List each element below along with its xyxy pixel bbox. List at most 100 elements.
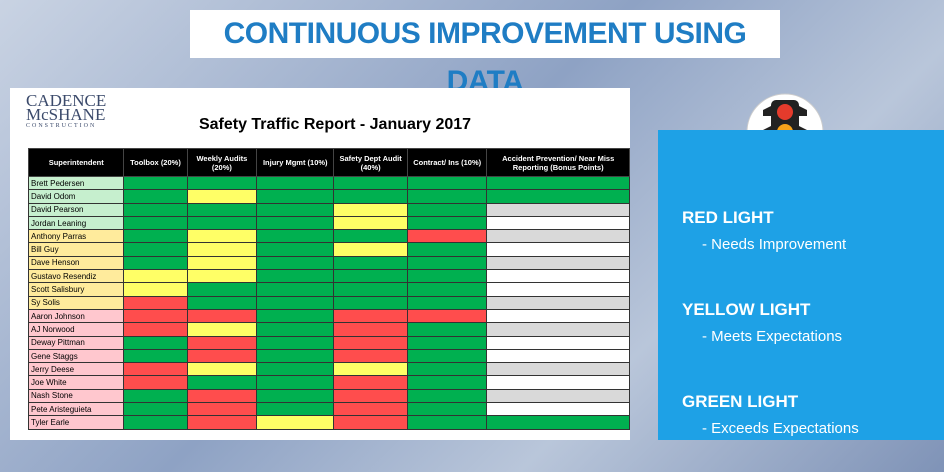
status-cell bbox=[486, 215, 630, 231]
report-card: CADENCE McSHANE CONSTRUCTION Safety Traf… bbox=[10, 88, 630, 440]
superintendent-name: Scott Salisbury bbox=[27, 282, 125, 297]
status-cell bbox=[256, 295, 335, 310]
table-row: Sy Solis bbox=[27, 295, 630, 310]
status-cell bbox=[406, 229, 488, 244]
superintendent-name: Jordan Leaning bbox=[27, 215, 125, 231]
status-cell bbox=[333, 388, 408, 404]
status-cell bbox=[123, 402, 188, 417]
status-cell bbox=[256, 255, 335, 271]
table-row: David Odom bbox=[27, 189, 630, 204]
status-cell bbox=[406, 388, 488, 404]
status-cell bbox=[406, 202, 488, 217]
status-cell bbox=[256, 242, 335, 257]
table-row: Scott Salisbury bbox=[27, 282, 630, 297]
superintendent-name: AJ Norwood bbox=[27, 322, 125, 337]
superintendent-name: Nash Stone bbox=[27, 388, 125, 404]
status-cell bbox=[486, 375, 630, 390]
table-row: Dave Henson bbox=[27, 255, 630, 271]
superintendent-name: Sy Solis bbox=[27, 295, 125, 310]
status-cell bbox=[123, 362, 188, 377]
status-cell bbox=[123, 295, 188, 310]
logo-text: McSHANE bbox=[26, 105, 106, 124]
status-cell bbox=[186, 215, 258, 231]
table-row: Gene Staggs bbox=[27, 348, 630, 364]
status-cell bbox=[123, 242, 188, 257]
status-cell bbox=[186, 348, 258, 364]
status-cell bbox=[486, 189, 630, 204]
status-cell bbox=[123, 322, 188, 337]
status-cell bbox=[256, 388, 335, 404]
status-cell bbox=[186, 295, 258, 310]
status-cell bbox=[123, 308, 188, 324]
table-row: Deway Pittman bbox=[27, 335, 630, 350]
status-cell bbox=[123, 175, 188, 191]
status-cell bbox=[186, 375, 258, 390]
status-cell bbox=[333, 362, 408, 377]
superintendent-name: Aaron Johnson bbox=[27, 308, 125, 324]
column-header: Weekly Audits (20%) bbox=[186, 148, 258, 177]
table-row: Jordan Leaning bbox=[27, 215, 630, 231]
table-row: Gustavo Resendiz bbox=[27, 269, 630, 284]
status-cell bbox=[333, 269, 408, 284]
superintendent-name: Dave Henson bbox=[27, 255, 125, 271]
status-cell bbox=[123, 215, 188, 231]
status-cell bbox=[406, 242, 488, 257]
status-cell bbox=[486, 308, 630, 324]
column-header: Accident Prevention/ Near Miss Reporting… bbox=[486, 148, 630, 177]
status-cell bbox=[406, 308, 488, 324]
status-cell bbox=[123, 282, 188, 297]
status-cell bbox=[486, 415, 630, 430]
status-cell bbox=[186, 335, 258, 350]
legend-text: - Needs Improvement bbox=[702, 236, 847, 253]
status-cell bbox=[123, 229, 188, 244]
title: CONTINUOUS IMPROVEMENT USING DATA bbox=[190, 10, 780, 98]
superintendent-name: Joe White bbox=[27, 375, 125, 390]
superintendent-name: Jerry Deese bbox=[27, 362, 125, 377]
report-title: Safety Traffic Report - January 2017 bbox=[198, 116, 472, 133]
status-cell bbox=[256, 375, 335, 390]
status-cell bbox=[486, 388, 630, 404]
status-cell bbox=[123, 189, 188, 204]
status-cell bbox=[486, 295, 630, 310]
logo-text: CONSTRUCTION bbox=[26, 123, 97, 129]
legend-title: GREEN LIGHT bbox=[682, 392, 799, 411]
status-cell bbox=[333, 402, 408, 417]
status-cell bbox=[123, 202, 188, 217]
status-cell bbox=[333, 202, 408, 217]
status-cell bbox=[256, 308, 335, 324]
status-cell bbox=[486, 282, 630, 297]
status-cell bbox=[333, 322, 408, 337]
status-cell bbox=[333, 215, 408, 231]
status-cell bbox=[186, 362, 258, 377]
status-cell bbox=[123, 388, 188, 404]
report-table: Superintendent Toolbox (20%) Weekly Audits… bbox=[27, 148, 630, 430]
status-cell bbox=[256, 189, 335, 204]
table-row: Pete Aristeguieta bbox=[27, 402, 630, 417]
status-cell bbox=[333, 189, 408, 204]
status-cell bbox=[333, 348, 408, 364]
status-cell bbox=[333, 229, 408, 244]
status-cell bbox=[256, 402, 335, 417]
status-cell bbox=[333, 308, 408, 324]
status-cell bbox=[406, 375, 488, 390]
status-cell bbox=[186, 255, 258, 271]
status-cell bbox=[123, 335, 188, 350]
status-cell bbox=[333, 282, 408, 297]
status-cell bbox=[486, 362, 630, 377]
superintendent-name: Pete Aristeguieta bbox=[27, 402, 125, 417]
status-cell bbox=[333, 415, 408, 430]
status-cell bbox=[486, 202, 630, 217]
table-row: Bill Guy bbox=[27, 242, 630, 257]
table-row: Joe White bbox=[27, 375, 630, 390]
status-cell bbox=[123, 255, 188, 271]
status-cell bbox=[256, 229, 335, 244]
status-cell bbox=[406, 348, 488, 364]
status-cell bbox=[186, 282, 258, 297]
column-header: Toolbox (20%) bbox=[123, 148, 188, 177]
status-cell bbox=[406, 189, 488, 204]
status-cell bbox=[186, 402, 258, 417]
status-cell bbox=[186, 202, 258, 217]
status-cell bbox=[486, 348, 630, 364]
status-cell bbox=[186, 322, 258, 337]
status-cell bbox=[406, 295, 488, 310]
